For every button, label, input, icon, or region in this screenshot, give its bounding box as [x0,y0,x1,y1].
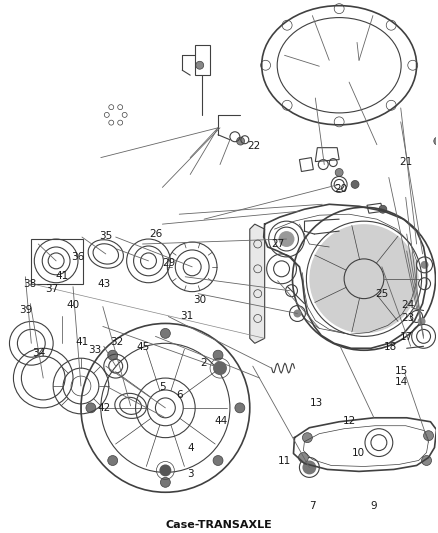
Text: 3: 3 [187,470,194,479]
Circle shape [293,310,301,318]
Circle shape [351,181,359,188]
Circle shape [108,350,118,360]
Text: 24: 24 [402,300,415,310]
Circle shape [420,261,428,269]
Circle shape [108,456,118,465]
Circle shape [213,350,223,360]
Text: 41: 41 [56,271,69,281]
Circle shape [417,318,426,326]
Text: 35: 35 [99,231,113,241]
Text: 31: 31 [180,311,193,321]
Circle shape [302,461,316,474]
Text: 41: 41 [75,337,88,347]
Text: 36: 36 [71,253,84,262]
Text: 18: 18 [384,342,397,352]
Text: 9: 9 [370,501,377,511]
Circle shape [309,224,419,333]
Text: 15: 15 [395,366,408,376]
Circle shape [159,464,171,477]
Text: 30: 30 [193,295,206,305]
Circle shape [86,403,96,413]
Text: 26: 26 [149,229,162,239]
Circle shape [213,361,227,375]
Text: 20: 20 [334,183,347,193]
Circle shape [422,456,431,465]
Text: 39: 39 [19,305,32,316]
Text: 5: 5 [159,382,166,392]
Text: 34: 34 [32,348,45,358]
Circle shape [160,328,170,338]
Text: 25: 25 [375,289,389,300]
Circle shape [196,61,204,69]
Text: 7: 7 [309,501,316,511]
Text: 17: 17 [399,332,413,342]
Text: 27: 27 [271,239,284,249]
Polygon shape [250,224,265,343]
Text: 12: 12 [343,416,356,426]
Text: 2: 2 [201,358,207,368]
Text: 43: 43 [97,279,110,289]
Circle shape [379,205,387,213]
Text: 21: 21 [399,157,413,167]
Text: 29: 29 [162,257,176,268]
Circle shape [160,478,170,487]
Text: 33: 33 [88,345,102,355]
Text: 22: 22 [247,141,261,151]
Text: 14: 14 [395,377,408,387]
Text: 4: 4 [187,443,194,453]
Text: 6: 6 [177,390,183,400]
Circle shape [235,403,245,413]
Text: 37: 37 [45,284,58,294]
Text: 23: 23 [402,313,415,324]
Circle shape [279,231,294,247]
Circle shape [434,137,438,145]
Text: 45: 45 [136,342,149,352]
Text: 10: 10 [352,448,365,458]
Circle shape [298,453,308,463]
Text: 38: 38 [23,279,36,289]
Text: 32: 32 [110,337,124,347]
Text: 13: 13 [310,398,324,408]
Circle shape [335,168,343,176]
Text: 42: 42 [97,403,110,413]
Circle shape [213,456,223,465]
Text: 40: 40 [67,300,80,310]
Text: Case-TRANSAXLE: Case-TRANSAXLE [166,520,272,530]
Text: 44: 44 [215,416,228,426]
Circle shape [302,433,312,442]
Circle shape [424,431,434,441]
Text: 11: 11 [278,456,291,466]
Circle shape [237,137,244,145]
